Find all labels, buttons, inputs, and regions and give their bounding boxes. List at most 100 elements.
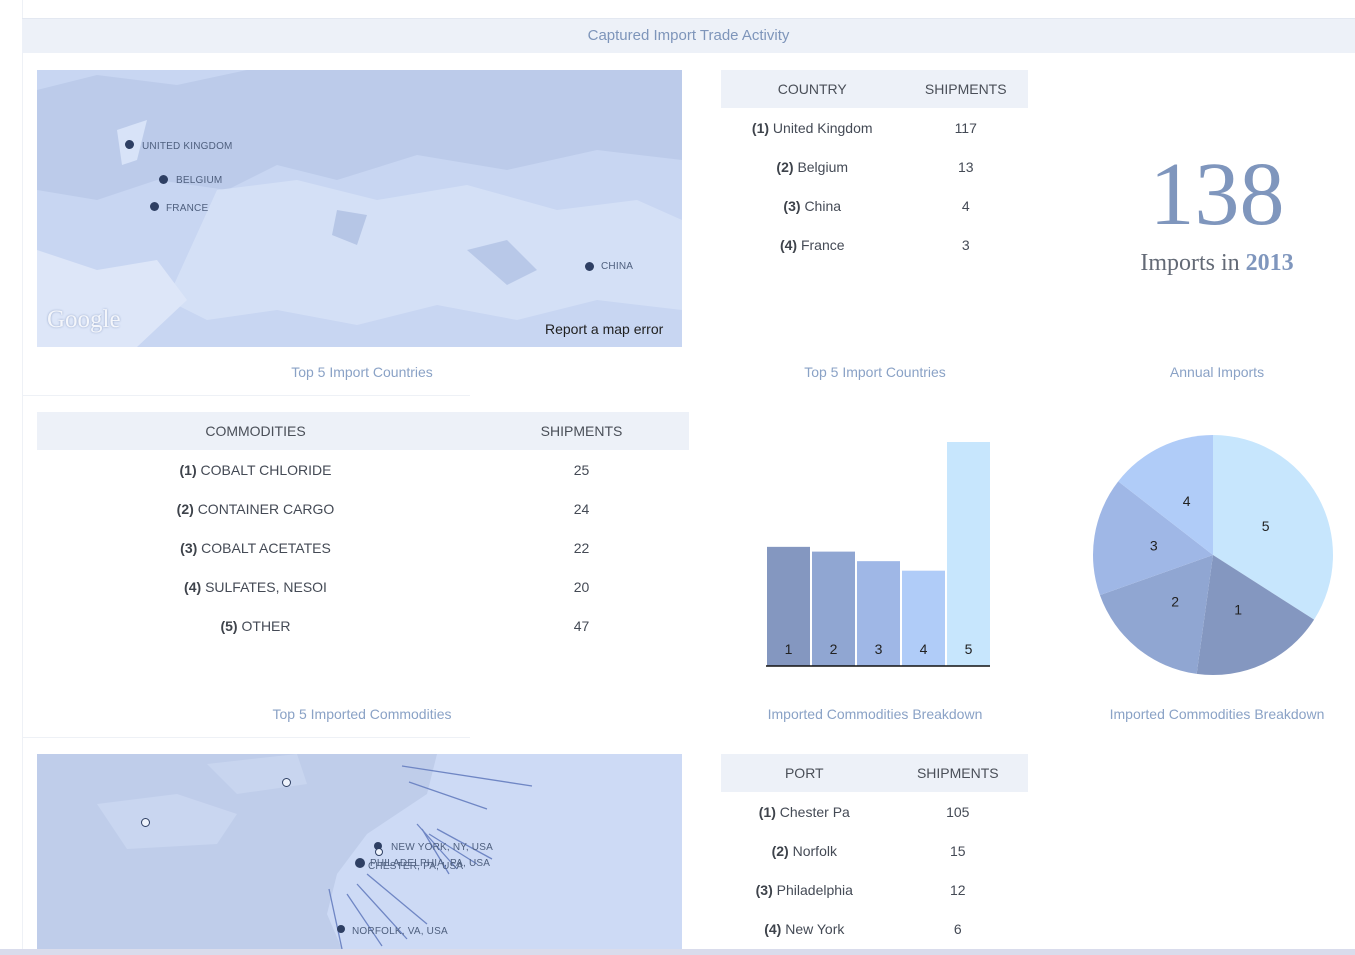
commodities-table: COMMODITIES SHIPMENTS (1) COBALT CHLORID… (37, 412, 689, 645)
shipment-count: 47 (573, 617, 590, 634)
bar-2[interactable] (812, 551, 855, 666)
caption-annual-imports: Annual Imports (1169, 364, 1265, 380)
commodities-bar-chart: 1 2 3 4 5 (766, 442, 990, 667)
bar-3[interactable] (857, 561, 900, 666)
port-map[interactable]: NEW YORK, NY, USA PHILADELPHIA, PA, USA … (37, 754, 682, 949)
pie-slice-2[interactable] (1099, 555, 1213, 674)
map-marker[interactable] (375, 848, 383, 856)
table-row: (2) Norfolk 15 (721, 831, 1028, 870)
table-row: (2) Belgium 13 (721, 147, 1028, 186)
report-map-error-link[interactable]: Report a map error (545, 321, 664, 337)
annual-year: 2013 (1245, 250, 1294, 276)
pie-label: 3 (1150, 537, 1158, 553)
imports-in-text: Imports in (1140, 250, 1240, 276)
table-row: (1) Chester Pa 105 (721, 792, 1028, 831)
map-label-port: PHILADELPHIA, PA, USA (370, 858, 491, 869)
port-name: Philadelphia (776, 881, 853, 898)
port-table: PORT SHIPMENTS (1) Chester Pa 105 (2) No… (721, 754, 1028, 948)
section-header: Captured Import Trade Activity (22, 18, 1355, 53)
annual-imports-count: 138 (1149, 145, 1285, 244)
map-label-country: FRANCE (166, 203, 209, 214)
map-marker[interactable] (150, 202, 159, 211)
map-marker[interactable] (141, 818, 150, 827)
shipment-count: 105 (946, 803, 970, 820)
pie-label: 1 (1234, 601, 1242, 617)
commodity-name: OTHER (241, 617, 291, 634)
rank: (1) (179, 461, 197, 478)
map-label-port: NORFOLK, VA, USA (352, 926, 448, 937)
map-marker[interactable] (374, 842, 382, 850)
pie-slice-3[interactable] (1093, 481, 1213, 596)
map-marker[interactable] (355, 858, 365, 868)
table-row: (4) New York 6 (721, 909, 1028, 948)
pie-label: 4 (1183, 493, 1191, 509)
rank: (4) (764, 920, 782, 937)
caption-pie-chart: Imported Commodities Breakdown (1109, 706, 1325, 722)
pie-slice-4[interactable] (1118, 435, 1213, 555)
pie-label: 5 (1262, 518, 1270, 534)
table-header-row: COMMODITIES SHIPMENTS (37, 412, 689, 450)
pie-slice-1[interactable] (1196, 555, 1315, 675)
caption-bar-chart: Imported Commodities Breakdown (767, 706, 983, 722)
country-name: Belgium (797, 158, 849, 175)
column-header: SHIPMENTS (474, 412, 689, 450)
commodities-pie-chart: 5 1 2 3 4 (1093, 435, 1333, 675)
map-marker[interactable] (585, 262, 594, 271)
rank: (2) (176, 500, 194, 517)
shipment-count: 3 (961, 236, 970, 253)
annual-imports-summary: 138 Imports in 2013 (1082, 150, 1352, 277)
google-logo: Google (47, 306, 121, 333)
rank: (1) (758, 803, 776, 820)
table-row: (5) OTHER 47 (37, 606, 689, 645)
page-left-border (22, 0, 23, 955)
rank: (4) (184, 578, 202, 595)
divider (22, 395, 470, 396)
map-marker[interactable] (125, 140, 134, 149)
bar-label: 1 (785, 641, 793, 657)
map-label-country: UNITED KINGDOM (142, 141, 233, 152)
rank: (3) (783, 197, 801, 214)
table-row: (4) SULFATES, NESOI 20 (37, 567, 689, 606)
column-header: SHIPMENTS (887, 754, 1028, 792)
map-label-port: NEW YORK, NY, USA (391, 842, 493, 853)
shipment-count: 22 (573, 539, 590, 556)
bar-4[interactable] (902, 570, 945, 666)
pie-slice-5[interactable] (1213, 435, 1333, 620)
column-header: SHIPMENTS (903, 70, 1028, 108)
map-marker[interactable] (159, 175, 168, 184)
table-row: (1) United Kingdom 117 (721, 108, 1028, 147)
pie-label: 2 (1171, 594, 1179, 610)
map-marker[interactable] (282, 778, 291, 787)
rank: (5) (220, 617, 238, 634)
shipment-count: 12 (950, 881, 966, 898)
table-row: (1) COBALT CHLORIDE 25 (37, 450, 689, 489)
column-header: COUNTRY (721, 70, 904, 108)
shipment-count: 24 (573, 500, 590, 517)
table-header-row: PORT SHIPMENTS (721, 754, 1028, 792)
shipment-count: 15 (950, 842, 966, 859)
shipment-count: 4 (961, 197, 970, 214)
port-name: Chester Pa (779, 803, 850, 820)
bar-label: 3 (875, 641, 883, 657)
table-row: (3) COBALT ACETATES 22 (37, 528, 689, 567)
port-name: New York (785, 920, 845, 937)
bar-1[interactable] (767, 546, 810, 666)
page-title: Captured Import Trade Activity (587, 27, 790, 44)
divider (22, 737, 470, 738)
shipment-count: 20 (573, 578, 590, 595)
country-map-terrain (37, 70, 682, 347)
table-row: (3) Philadelphia 12 (721, 870, 1028, 909)
map-marker[interactable] (337, 925, 345, 933)
shipment-count: 6 (953, 920, 962, 937)
rank: (2) (771, 842, 789, 859)
rank: (4) (779, 236, 798, 253)
country-name: United Kingdom (772, 119, 873, 136)
port-map-terrain (37, 754, 682, 949)
caption-table-countries: Top 5 Import Countries (804, 364, 946, 380)
shipment-count: 25 (573, 461, 590, 478)
country-map[interactable]: UNITED KINGDOM BELGIUM FRANCE CHINA Goog… (37, 70, 682, 347)
table-header-row: COUNTRY SHIPMENTS (721, 70, 1028, 108)
table-row: (2) CONTAINER CARGO 24 (37, 489, 689, 528)
bar-5[interactable] (947, 442, 990, 666)
country-table: COUNTRY SHIPMENTS (1) United Kingdom 117… (721, 70, 1028, 264)
